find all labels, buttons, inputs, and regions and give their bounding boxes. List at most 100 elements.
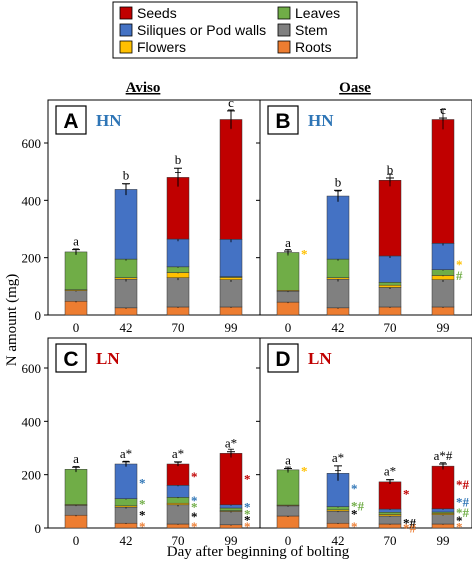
significance-letter: a — [73, 234, 79, 249]
bar-segment-leaves — [167, 497, 189, 503]
bar-segment-leaves — [115, 499, 137, 506]
bar-segment-stem — [220, 511, 242, 524]
panel-letter: A — [63, 110, 78, 133]
bar-segment-seeds — [432, 466, 454, 509]
treatment-label: LN — [96, 349, 120, 368]
significance-mark: * — [351, 519, 358, 534]
significance-letter: a* — [172, 446, 184, 461]
legend-swatch-stem — [278, 24, 290, 36]
bar-segment-stem — [379, 516, 401, 524]
significance-letter: b — [123, 168, 130, 183]
bar-segment-roots — [379, 307, 401, 315]
treatment-label: HN — [308, 111, 334, 130]
bar-segment-roots — [167, 307, 189, 315]
significance-letter: a* — [332, 450, 344, 465]
x-tick-label: 99 — [437, 320, 450, 335]
bar-segment-seeds — [167, 464, 189, 485]
significance-mark: * — [301, 246, 308, 261]
bar-segment-stem — [327, 511, 349, 523]
legend-swatch-roots — [278, 41, 290, 53]
bar-segment-seeds — [379, 180, 401, 256]
significance-letter: c — [440, 102, 446, 117]
bar-segment-leaves — [65, 469, 87, 504]
bar-segment-stem — [327, 279, 349, 308]
x-tick-label: 0 — [285, 320, 292, 335]
panel-letter: D — [275, 348, 290, 371]
bar-segment-leaves — [65, 252, 87, 290]
x-tick-label: 0 — [73, 533, 80, 548]
bar-segment-siliques-or-pod-walls — [115, 464, 137, 499]
bar-segment-seeds — [220, 453, 242, 504]
bar-segment-roots — [432, 307, 454, 315]
panel-letter: B — [275, 110, 290, 133]
significance-letter: a — [285, 235, 291, 250]
significance-mark: * — [244, 472, 251, 487]
y-tick-label: 0 — [35, 308, 42, 323]
x-tick-label: 70 — [172, 320, 185, 335]
bar-segment-leaves — [327, 259, 349, 278]
bar-segment-flowers — [220, 277, 242, 279]
significance-letter: a — [285, 453, 291, 468]
x-tick-label: 42 — [120, 533, 133, 548]
bar-segment-siliques-or-pod-walls — [115, 189, 137, 259]
x-tick-label: 70 — [384, 533, 397, 548]
legend-label-seeds: Seeds — [137, 5, 177, 21]
bar-segment-siliques-or-pod-walls — [432, 243, 454, 269]
bar-segment-stem — [167, 278, 189, 307]
significance-letter: a*# — [434, 448, 453, 463]
bar-segment-roots — [115, 308, 137, 315]
significance-mark: * — [191, 469, 198, 484]
legend-label-stem: Stem — [295, 22, 328, 38]
significance-letter: c — [228, 95, 234, 110]
x-tick-label: 70 — [384, 320, 397, 335]
bar-segment-siliques-or-pod-walls — [379, 256, 401, 282]
significance-mark: * — [191, 519, 198, 534]
y-tick-label: 0 — [35, 521, 42, 536]
significance-mark: * — [351, 481, 358, 496]
significance-mark: *# — [456, 477, 470, 492]
bar-segment-stem — [432, 280, 454, 307]
significance-letter: a* — [384, 464, 396, 479]
significance-mark: * — [403, 486, 410, 501]
y-tick-label: 600 — [22, 136, 42, 151]
bar-segment-siliques-or-pod-walls — [220, 239, 242, 276]
x-tick-label: 0 — [73, 320, 80, 335]
bar-segment-stem — [379, 287, 401, 306]
y-tick-label: 200 — [22, 468, 42, 483]
significance-mark: * — [139, 519, 146, 534]
bar-segment-stem — [167, 505, 189, 524]
x-tick-label: 42 — [332, 320, 345, 335]
significance-letter: b — [175, 152, 182, 167]
significance-letter: b — [335, 174, 342, 189]
bar-segment-leaves — [379, 512, 401, 514]
y-tick-label: 200 — [22, 251, 42, 266]
bar-segment-roots — [277, 516, 299, 528]
bar-segment-stem — [277, 291, 299, 302]
bar-segment-siliques-or-pod-walls — [167, 485, 189, 497]
legend-swatch-leaves — [278, 7, 290, 19]
bar-segment-stem — [115, 279, 137, 308]
x-tick-label: 99 — [437, 533, 450, 548]
legend-label-siliques-or-pod-walls: Siliques or Pod walls — [137, 22, 266, 38]
panel-letter: C — [63, 348, 78, 371]
significance-letter: a — [73, 451, 79, 466]
bar-segment-stem — [65, 505, 87, 515]
column-title-oase: Oase — [339, 80, 371, 96]
bar-segment-stem — [277, 506, 299, 516]
y-tick-label: 400 — [22, 414, 42, 429]
bar-segment-seeds — [220, 119, 242, 239]
significance-letter: b — [387, 162, 394, 177]
bar-segment-roots — [65, 515, 87, 528]
x-tick-label: 42 — [120, 320, 133, 335]
bar-segment-seeds — [167, 177, 189, 239]
bar-segment-leaves — [220, 508, 242, 511]
bar-segment-roots — [65, 301, 87, 315]
treatment-label: HN — [96, 111, 122, 130]
y-axis-label: N amount (mg) — [4, 274, 20, 366]
